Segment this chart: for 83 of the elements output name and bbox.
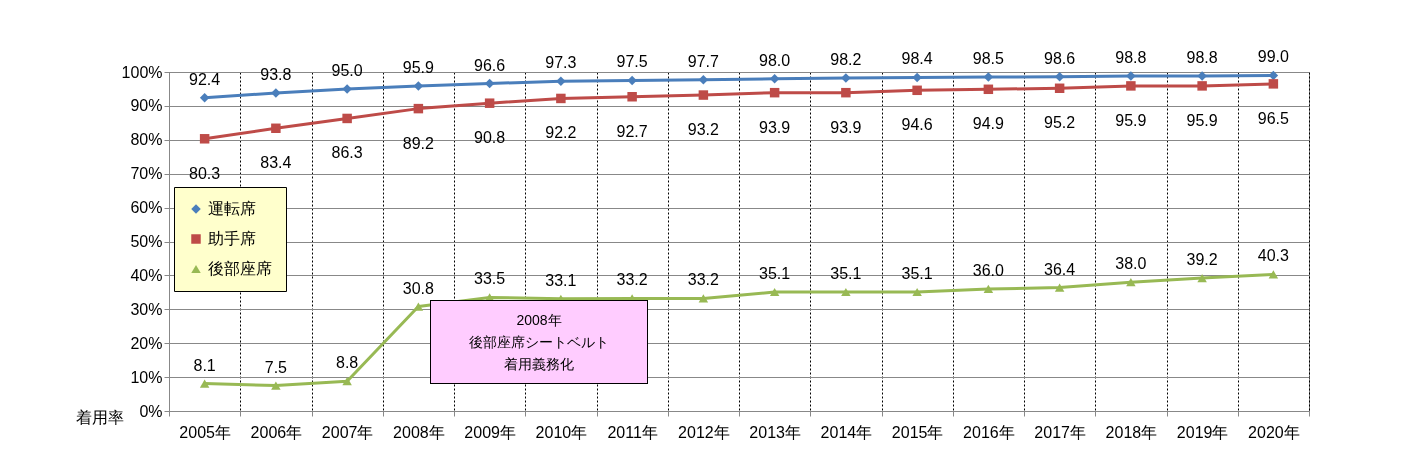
annotation: 着用義務化: [503, 355, 575, 374]
data-label: 93.8: [260, 66, 292, 84]
data-label: 33.2: [616, 271, 648, 289]
x-tick-label: 2013年: [749, 423, 801, 441]
y-tick-label: 20%: [130, 334, 163, 352]
data-label: 98.8: [1115, 49, 1147, 67]
data-label: 89.2: [402, 134, 435, 152]
data-label: 8.8: [336, 354, 359, 372]
data-label: 36.0: [972, 261, 1005, 279]
data-label: 33.5: [474, 270, 506, 288]
x-tick-label: 2010年: [535, 423, 588, 441]
x-tick-label: 2015年: [891, 423, 944, 441]
data-label: 95.9: [402, 58, 435, 76]
x-tick-label: 2008年: [393, 423, 445, 441]
data-label: 92.4: [189, 70, 221, 88]
data-label: 8.1: [193, 356, 216, 374]
x-tick-label: 2014年: [820, 423, 873, 441]
data-label: 97.5: [616, 53, 648, 71]
data-label: 30.8: [402, 279, 435, 297]
legend-label: 運転席: [208, 200, 256, 217]
data-label: 93.9: [830, 118, 862, 136]
y-tick-label: 0%: [139, 402, 163, 420]
data-label: 99.0: [1257, 48, 1290, 66]
data-label: 92.2: [545, 124, 577, 142]
y-tick-label: 80%: [130, 131, 163, 149]
data-label: 83.4: [260, 154, 292, 172]
x-tick-label: 2006年: [250, 423, 303, 441]
y-tick-label: 100%: [121, 63, 163, 81]
data-label: 93.2: [687, 121, 720, 139]
legend-label: 助手席: [208, 230, 256, 247]
data-label: 98.6: [1044, 49, 1076, 67]
x-tick-label: 2005年: [179, 423, 231, 441]
data-label: 93.9: [759, 118, 791, 136]
data-label: 36.4: [1044, 260, 1076, 278]
data-label: 7.5: [264, 358, 288, 376]
data-label: 38.0: [1115, 255, 1147, 273]
data-label: 92.7: [616, 122, 648, 140]
x-tick-label: 2007年: [321, 423, 374, 441]
data-label: 35.1: [830, 265, 862, 283]
x-tick-label: 2012年: [678, 423, 730, 441]
data-label: 98.0: [759, 51, 791, 69]
data-label: 97.3: [545, 54, 577, 72]
data-label: 96.5: [1257, 109, 1290, 127]
x-tick-label: 2017年: [1034, 423, 1086, 441]
data-label: 35.1: [759, 265, 791, 283]
x-tick-label: 2018年: [1105, 423, 1158, 441]
data-label: 33.1: [545, 271, 577, 289]
data-label: 95.2: [1044, 114, 1076, 132]
y-axis-title: 着用率: [75, 408, 124, 426]
x-tick-label: 2016年: [963, 423, 1015, 441]
data-label: 94.9: [972, 115, 1005, 133]
y-tick-label: 50%: [130, 233, 163, 250]
data-label: 40.3: [1257, 247, 1290, 265]
y-tick-label: 10%: [130, 368, 163, 386]
data-label: 90.8: [474, 129, 506, 147]
annotation: 2008年: [515, 311, 563, 330]
data-label: 95.9: [1115, 111, 1147, 129]
data-label: 80.3: [189, 164, 221, 182]
data-label: 98.4: [901, 50, 933, 68]
data-label: 98.2: [830, 51, 862, 69]
x-tick-label: 2011年: [607, 423, 658, 441]
data-label: 35.1: [901, 265, 933, 283]
data-label: 95.9: [1186, 111, 1218, 129]
x-tick-label: 2020年: [1248, 423, 1300, 441]
y-tick-label: 60%: [130, 199, 163, 217]
data-label: 96.6: [474, 56, 506, 74]
y-tick-label: 40%: [130, 266, 163, 284]
y-tick-label: 30%: [130, 300, 163, 318]
x-tick-label: 2009年: [464, 423, 516, 441]
data-label: 98.8: [1186, 49, 1218, 67]
data-label: 95.0: [331, 61, 363, 79]
x-tick-label: 2019年: [1176, 423, 1229, 441]
y-tick-label: 90%: [130, 97, 163, 115]
data-label: 33.2: [687, 271, 720, 289]
data-label: 86.3: [331, 144, 363, 162]
legend-label: 後部座席: [208, 260, 272, 277]
note-box: 2008年 後部座席シートベルト 着用義務化: [430, 300, 648, 384]
data-label: 94.6: [901, 116, 933, 134]
data-label: 39.2: [1186, 251, 1218, 269]
data-label: 97.7: [687, 52, 720, 70]
data-label: 98.5: [972, 50, 1005, 68]
y-tick-label: 70%: [130, 165, 163, 183]
annotation: 後部座席シートベルト: [468, 333, 610, 352]
